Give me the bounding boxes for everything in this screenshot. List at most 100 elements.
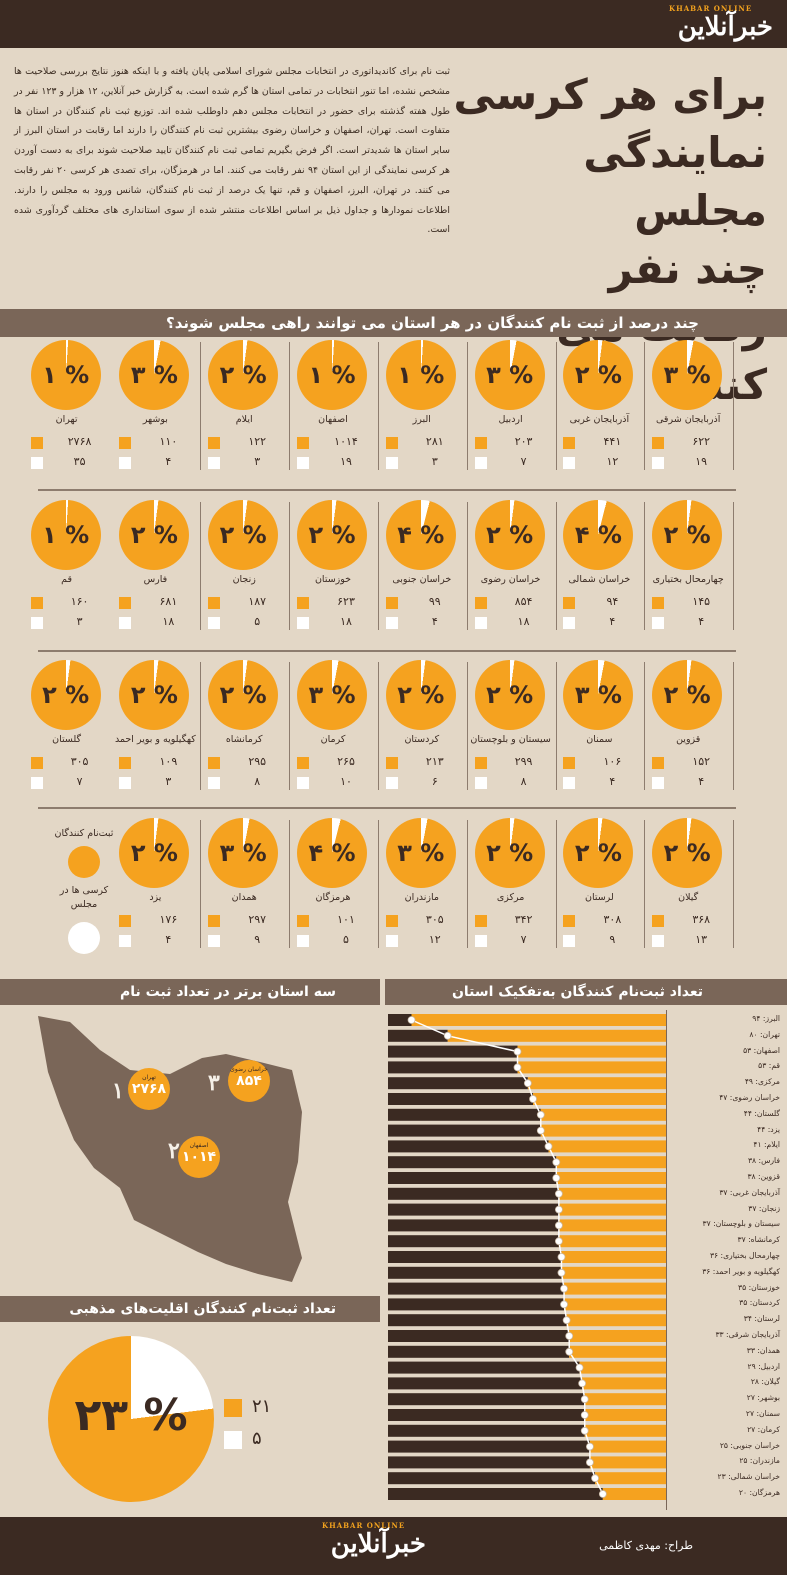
chart-bar <box>561 1251 666 1263</box>
province-pct: ۱ % <box>42 521 90 549</box>
chart-category-label: بوشهر: ۲۷ <box>746 1393 780 1403</box>
province-pct: ۲ % <box>130 521 178 549</box>
seats-swatch <box>385 617 398 629</box>
chart-bar-dark <box>388 1235 559 1248</box>
chart-point <box>557 1253 566 1261</box>
chart-point <box>580 1395 589 1404</box>
seats-row: ۴ <box>652 775 730 790</box>
candidates-swatch <box>119 757 132 769</box>
column-divider <box>289 502 291 630</box>
chart-point <box>552 1158 561 1167</box>
candidates-row: ۳۰۵ <box>385 913 464 928</box>
province-pct: ۱ % <box>42 361 90 389</box>
province-cell: ۱ % اصفهان ۱۰۱۴ ۱۹ <box>291 340 379 470</box>
chart-bar <box>540 1124 666 1137</box>
column-divider <box>466 342 468 470</box>
province-name: اردبیل <box>498 414 523 425</box>
province-pct: ۲ % <box>219 521 267 549</box>
chart-bar <box>527 1077 666 1090</box>
seats-value: ۱۲ <box>606 455 619 468</box>
seats-value: ۵ <box>254 615 261 628</box>
chart-category-label: خراسان رضوی: ۴۷ <box>719 1093 780 1102</box>
chart-bar-dark <box>388 1440 590 1453</box>
seats-swatch <box>652 457 665 469</box>
seats-swatch <box>474 935 487 947</box>
chart-bar-dark <box>388 1377 583 1390</box>
chart-bar-dark <box>388 1140 549 1153</box>
section-header-top3: سه استان برتر در تعداد ثبت نام <box>0 979 380 1005</box>
province-name: خراسان جنوبی <box>392 574 452 585</box>
row-divider <box>38 489 736 491</box>
seats-row: ۵ <box>208 615 286 630</box>
candidates-value: ۳۴۲ <box>514 913 533 926</box>
candidates-swatch <box>208 915 221 927</box>
chart-point <box>513 1047 522 1056</box>
candidates-value: ۶۸۱ <box>159 595 178 608</box>
minorities-pct: ۲۳ % <box>74 1390 188 1441</box>
candidates-value: ۹۹ <box>428 595 441 608</box>
seats-row: ۱۸ <box>474 615 553 630</box>
province-name: کرمانشاه <box>225 734 263 745</box>
candidates-value: ۲۹۵ <box>248 755 267 768</box>
candidates-row: ۲۹۵ <box>208 755 286 770</box>
province-pie <box>385 340 456 410</box>
seats-swatch <box>385 457 398 469</box>
column-divider <box>644 820 646 948</box>
chart-bar <box>558 1219 666 1232</box>
column-divider <box>466 502 468 630</box>
province-name: ایلام <box>235 414 253 425</box>
seats-value: ۴ <box>165 933 172 946</box>
column-divider <box>378 662 379 790</box>
chart-point <box>557 1268 566 1277</box>
seats-swatch <box>119 935 132 947</box>
province-cell: ۱ % تهران ۲۷۶۸ ۳۵ <box>25 340 113 470</box>
seats-swatch <box>297 777 309 789</box>
intro-text: ثبت نام برای کاندیداتوری در انتخابات مجل… <box>14 66 451 236</box>
candidates-swatch <box>30 437 43 449</box>
province-pct: ۲ % <box>663 521 711 549</box>
column-divider <box>289 662 291 790</box>
seats-swatch <box>208 457 221 469</box>
seats-value: ۴ <box>165 455 172 468</box>
column-divider <box>289 820 291 948</box>
seats-value: ۴ <box>609 775 616 788</box>
province-pie <box>119 660 190 730</box>
footer-logo[interactable]: KHABAR ONLINE خبرآنلاین <box>322 1521 426 1559</box>
seats-value: ۳ <box>431 455 438 468</box>
chart-bar-dark <box>388 1029 448 1042</box>
seats-value: ۱۹ <box>340 455 352 468</box>
candidates-swatch <box>297 437 309 449</box>
province-name: آذربایجان غربی <box>569 414 630 425</box>
province-pct: ۲ % <box>486 681 534 709</box>
candidates-row: ۱۵۲ <box>652 755 730 770</box>
province-pie <box>563 340 634 410</box>
province-pie <box>297 500 367 570</box>
site-logo[interactable]: KHABAR ONLINE خبرآنلاین <box>669 4 773 42</box>
column-divider <box>644 502 646 630</box>
seats-value: ۴ <box>698 775 705 788</box>
candidates-row: ۱۰۹ <box>119 755 197 770</box>
column-divider <box>200 662 202 790</box>
province-cell: ۲ % چهارمحال بختیاری ۱۴۵ ۴ <box>646 500 735 630</box>
candidates-row: ۲۱۳ <box>385 755 464 770</box>
candidates-value: ۸۵۴ <box>514 595 533 608</box>
seats-row: ۱۹ <box>652 455 730 470</box>
column-divider <box>289 342 291 470</box>
province-cell: ۲ % زنجان ۱۸۷ ۵ <box>202 500 291 630</box>
chart-bar-dark <box>388 1472 596 1485</box>
province-name: همدان <box>231 892 257 903</box>
chart-category-label: اصفهان: ۵۳ <box>743 1045 780 1055</box>
seats-value: ۵ <box>343 933 349 946</box>
candidates-swatch <box>385 757 398 769</box>
province-cell: ۱ % قم ۱۶۰ ۳ <box>25 500 113 630</box>
seats-row: ۱۸ <box>119 615 197 630</box>
seats-row: ۱۳ <box>652 933 730 948</box>
province-pie <box>30 660 101 730</box>
legend-seats-swatch <box>68 922 100 954</box>
seats-swatch <box>474 617 487 629</box>
province-cell: ۲ % لرستان ۳۰۸ ۹ <box>557 818 646 948</box>
province-pct: ۲ % <box>574 361 622 389</box>
province-pie <box>208 818 279 888</box>
chart-category-label: کهگیلویه و بویر احمد: ۳۶ <box>702 1266 780 1276</box>
seats-row: ۳ <box>385 455 464 470</box>
